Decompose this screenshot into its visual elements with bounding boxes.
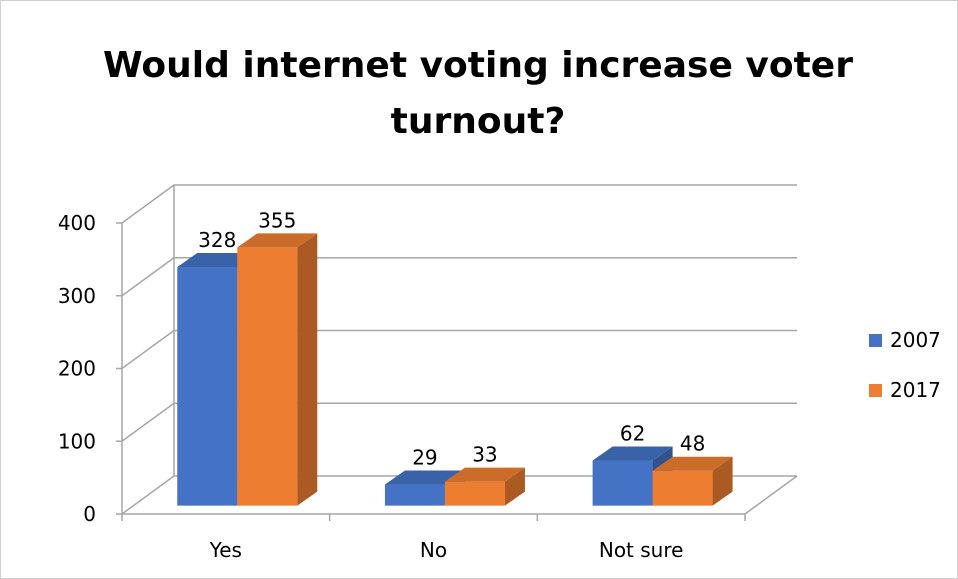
bar-side (504, 467, 525, 506)
data-label: 29 (412, 446, 437, 470)
data-label: 355 (258, 208, 296, 232)
chart-title-line-2: turnout? (390, 101, 566, 142)
bar-side (712, 456, 733, 506)
y-tick-label: 400 (58, 211, 96, 235)
y-tick-label: 300 (58, 284, 96, 308)
side-gridline (121, 329, 175, 370)
side-gridline (121, 257, 175, 297)
bar-front (384, 484, 445, 506)
y-tick-label: 0 (83, 502, 96, 526)
bar-front (177, 267, 238, 506)
floor-right-edge (744, 475, 798, 515)
x-tick-label: Yes (209, 538, 242, 562)
data-label: 62 (620, 422, 645, 446)
bar-front (652, 470, 713, 506)
legend-swatch (869, 334, 882, 347)
legend-swatch (869, 384, 882, 397)
bar-top (652, 456, 733, 471)
side-gridline (121, 184, 175, 224)
legend-label: 2007 (890, 328, 941, 352)
x-tick-label: No (420, 538, 447, 562)
side-gridline (121, 475, 175, 515)
y-tick-label: 200 (58, 357, 96, 381)
y-tick-label: 100 (58, 429, 96, 453)
bar-top (592, 446, 673, 461)
data-label: 48 (680, 432, 705, 456)
bar-side (297, 233, 318, 506)
data-label: 328 (198, 228, 236, 252)
bar-front (237, 247, 298, 506)
x-tick-label: Not sure (599, 538, 684, 562)
bar-top (444, 467, 525, 482)
bar-top (237, 233, 318, 248)
chart-title-line-1: Would internet voting increase voter (103, 45, 853, 86)
data-label: 33 (472, 443, 497, 467)
bar-front (592, 460, 653, 506)
bar-top (384, 470, 465, 485)
legend-label: 2017 (890, 378, 941, 402)
side-gridline (121, 402, 175, 442)
bar-front (444, 481, 505, 506)
chart-title: Would internet voting increase voter tur… (0, 38, 956, 150)
